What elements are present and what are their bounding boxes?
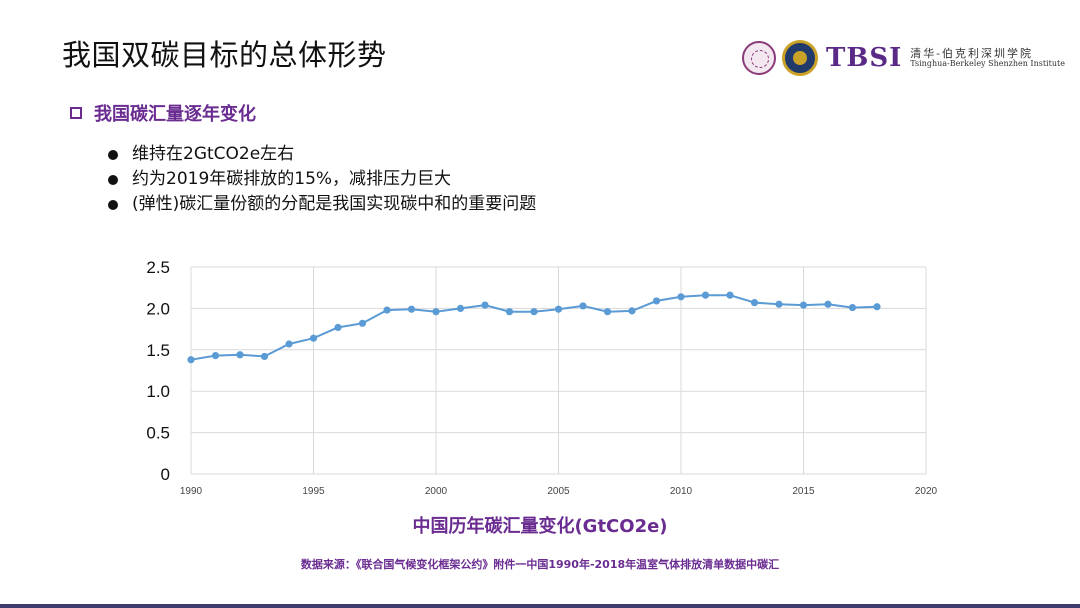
data-point xyxy=(383,306,391,314)
data-point xyxy=(285,340,293,348)
y-tick-label: 0.5 xyxy=(146,424,170,443)
data-point xyxy=(505,308,514,316)
x-tick-label: 2015 xyxy=(792,486,815,497)
data-point xyxy=(652,297,661,305)
data-point xyxy=(799,301,808,309)
data-point xyxy=(579,302,587,310)
bullet-dot-icon xyxy=(108,199,118,210)
bullet-dot-icon xyxy=(108,149,118,160)
x-tick-label: 1995 xyxy=(302,486,325,497)
square-bullet-icon xyxy=(70,107,82,119)
data-point xyxy=(432,308,440,316)
data-point xyxy=(677,293,685,301)
source-note: 数据来源：《联合国气候变化框架公约》附件一中国1990年-2018年温室气体排放… xyxy=(300,558,780,571)
tsinghua-seal-icon xyxy=(742,41,776,75)
data-point xyxy=(481,301,489,309)
berkeley-seal-icon xyxy=(782,40,818,76)
institute-name: 清华-伯克利深圳学院 Tsinghua-Berkeley Shenzhen In… xyxy=(910,46,1065,69)
section-heading-text: 我国碳汇量逐年变化 xyxy=(94,104,256,125)
y-tick-label: 1.0 xyxy=(146,382,170,401)
data-point xyxy=(260,352,269,361)
x-tick-label: 2000 xyxy=(425,486,448,497)
institute-name-en: Tsinghua-Berkeley Shenzhen Institute xyxy=(910,58,1065,68)
y-tick-label: 1.5 xyxy=(146,341,170,360)
bullet-text: 维持在2GtCO2e左右 xyxy=(132,144,295,164)
data-point xyxy=(309,334,318,342)
y-tick-label: 2.0 xyxy=(146,299,170,318)
data-point xyxy=(628,307,636,315)
data-point xyxy=(701,291,710,299)
data-point xyxy=(187,356,195,364)
chart-title: 中国历年碳汇量变化(GtCO2e) xyxy=(412,516,668,537)
data-point xyxy=(530,308,538,316)
data-point xyxy=(358,319,367,327)
x-tick-label: 2020 xyxy=(915,486,938,497)
bullet-list: 维持在2GtCO2e左右 约为2019年碳排放的15%，减排压力巨大 (弹性)碳… xyxy=(108,142,536,217)
data-point xyxy=(334,323,342,332)
data-point xyxy=(554,305,563,313)
bullet-item: 约为2019年碳排放的15%，减排压力巨大 xyxy=(108,167,536,192)
logo-group: TBSI 清华-伯克利深圳学院 Tsinghua-Berkeley Shenzh… xyxy=(742,36,1065,80)
y-tick-label: 0 xyxy=(161,465,170,484)
bullet-text: (弹性)碳汇量份额的分配是我国实现碳中和的重要问题 xyxy=(132,194,537,214)
data-point xyxy=(236,351,244,359)
data-point xyxy=(211,351,220,360)
x-tick-label: 2005 xyxy=(547,486,570,497)
x-tick-label: 1990 xyxy=(180,486,203,497)
bullet-dot-icon xyxy=(108,174,118,185)
data-point xyxy=(775,300,783,308)
data-point xyxy=(824,300,832,308)
data-point xyxy=(603,308,612,316)
section-heading: 我国碳汇量逐年变化 xyxy=(70,100,256,126)
bullet-text: 约为2019年碳排放的15%，减排压力巨大 xyxy=(132,169,452,189)
tbsi-logo-text: TBSI xyxy=(826,43,903,73)
bullet-item: 维持在2GtCO2e左右 xyxy=(108,142,536,167)
bullet-item: (弹性)碳汇量份额的分配是我国实现碳中和的重要问题 xyxy=(108,192,536,217)
bottom-bar xyxy=(0,604,1080,608)
data-point xyxy=(456,304,465,312)
institute-name-cn: 清华-伯克利深圳学院 xyxy=(910,46,1033,60)
y-tick-label: 2.5 xyxy=(146,258,170,277)
data-point xyxy=(407,305,416,313)
data-point xyxy=(873,303,881,311)
x-tick-label: 2010 xyxy=(670,486,693,497)
data-point xyxy=(750,299,759,307)
slide-title: 我国双碳目标的总体形势 xyxy=(62,38,387,72)
data-point xyxy=(848,303,857,312)
data-point xyxy=(726,291,734,299)
